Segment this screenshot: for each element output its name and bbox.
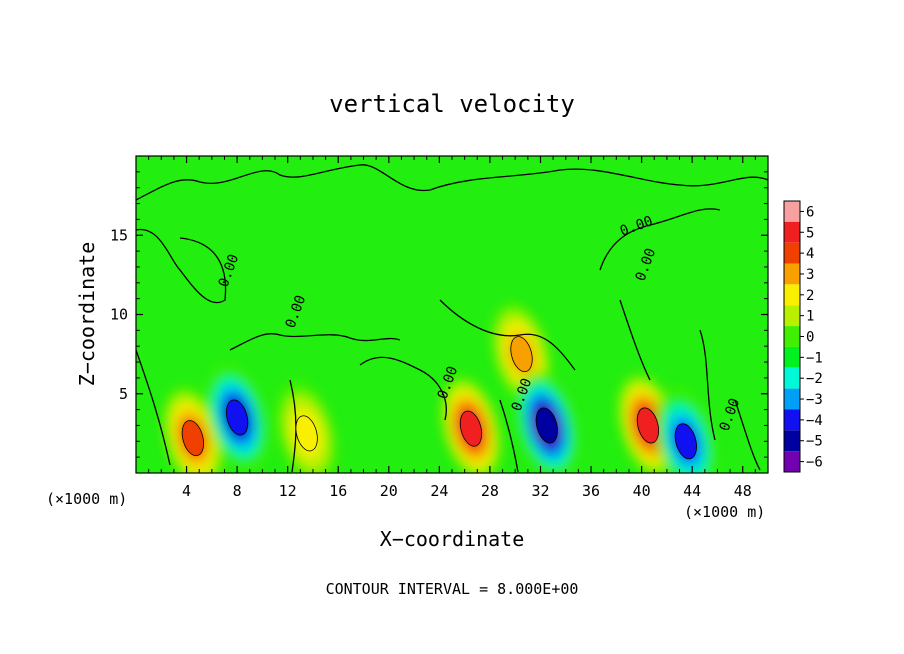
colorbar-swatch [784, 242, 800, 264]
y-tick-label: 10 [110, 306, 128, 324]
extremum-core [535, 407, 558, 444]
colorbar-label: 2 [806, 288, 814, 304]
x-tick-label: 40 [633, 482, 651, 500]
colorbar-swatch [784, 326, 800, 347]
x-tick-label: 32 [531, 482, 549, 500]
colorbar-swatch [784, 430, 800, 452]
y-tick-label: 15 [110, 226, 128, 244]
extremum-core [295, 415, 318, 452]
y-axis-ticks: 5 10 15 [110, 171, 768, 458]
x-axis-ticks: 4 8 12 16 20 24 28 32 36 40 44 48 [148, 156, 756, 500]
y-axis-label: Z−coordinate [75, 242, 99, 387]
extremum-core [674, 423, 697, 460]
colorbar-swatch [784, 221, 800, 243]
contour-interval-note: CONTOUR INTERVAL = 8.000E+00 [326, 580, 579, 598]
colorbar-label: 6 [806, 204, 814, 220]
x-tick-label: 36 [582, 482, 600, 500]
plot-area [136, 156, 768, 473]
colorbar: 6 5 4 3 2 1 0 −1 −2 −3 −4 −5 −6 [783, 200, 823, 473]
colorbar-swatch [784, 263, 800, 285]
x-tick-label: 8 [233, 482, 242, 500]
colorbar-swatch [784, 305, 800, 327]
colorbar-swatch [784, 409, 800, 431]
x-tick-label: 4 [182, 482, 191, 500]
colorbar-label: −2 [806, 371, 823, 387]
x-tick-label: 16 [329, 482, 347, 500]
x-tick-label: 24 [430, 482, 448, 500]
x-tick-label: 12 [279, 482, 297, 500]
colorbar-swatch [784, 367, 800, 389]
x-unit-left: (×1000 m) [46, 490, 127, 508]
colorbar-label: −4 [806, 413, 823, 429]
extremum-core [636, 407, 660, 444]
x-tick-label: 44 [683, 482, 701, 500]
chart-title: vertical velocity [329, 90, 575, 118]
y-tick-label: 5 [119, 385, 128, 403]
colorbar-label: 5 [806, 225, 814, 241]
extremum-core [181, 420, 205, 457]
x-axis-label: X−coordinate [380, 527, 525, 551]
colorbar-swatch [784, 346, 800, 368]
colorbar-swatch [784, 451, 800, 472]
colorbar-label: 4 [806, 246, 814, 262]
x-tick-label: 20 [380, 482, 398, 500]
extremum-core [459, 410, 483, 447]
extremum-core [510, 336, 533, 373]
colorbar-label: 3 [806, 267, 814, 283]
colorbar-swatch [784, 284, 800, 306]
zero-contour-lines [136, 164, 768, 473]
colorbar-label: −1 [806, 350, 823, 366]
colorbar-swatch [784, 388, 800, 410]
colorbar-label: −5 [806, 434, 823, 450]
x-unit-right: (×1000 m) [684, 503, 765, 521]
velocity-field [162, 301, 717, 473]
colorbar-swatch [784, 201, 800, 222]
colorbar-label: −3 [806, 392, 823, 408]
x-tick-label: 48 [734, 482, 752, 500]
colorbar-label: 1 [806, 309, 814, 325]
colorbar-label: −6 [806, 455, 823, 471]
extremum-core [225, 399, 249, 436]
x-tick-label: 28 [481, 482, 499, 500]
colorbar-label: 0 [806, 330, 814, 346]
